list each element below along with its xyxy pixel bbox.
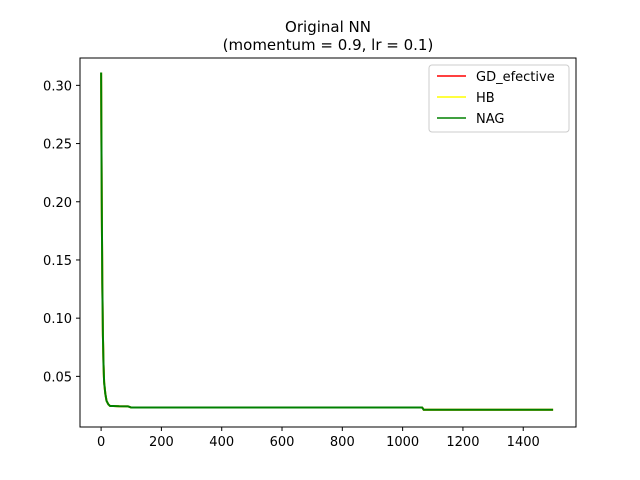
y-tick-label: 0.30 [43,79,72,94]
series-layer [100,72,554,411]
chart-title: Original NN [285,18,371,36]
x-tick-label: 800 [330,435,355,450]
x-tick-label: 1200 [446,435,479,450]
y-tick-label: 0.15 [43,254,72,269]
legend-label-gd-efective: GD_efective [476,70,555,85]
x-tick-label: 200 [149,435,174,450]
y-tick-label: 0.10 [43,312,72,327]
y-tick-label: 0.20 [43,196,72,211]
series-line-nag [100,72,554,411]
x-tick-label: 1000 [386,435,419,450]
y-tick-label: 0.05 [43,370,72,385]
legend: GD_efective HB NAG [428,64,570,133]
chart-subtitle: (momentum = 0.9, lr = 0.1) [223,36,434,54]
x-tick-label: 0 [97,435,105,450]
y-axis: 0.05 0.10 0.15 0.20 0.25 0.30 [43,79,80,385]
x-tick-label: 600 [270,435,295,450]
legend-label-nag: NAG [476,112,504,127]
x-tick-label: 400 [209,435,234,450]
plot-area-frame [79,57,577,428]
legend-box [428,64,570,133]
legend-label-hb: HB [476,91,495,106]
x-tick-label: 1400 [507,435,540,450]
x-axis: 0 200 400 600 800 1000 1200 1400 [97,427,540,450]
y-tick-label: 0.25 [43,138,72,153]
